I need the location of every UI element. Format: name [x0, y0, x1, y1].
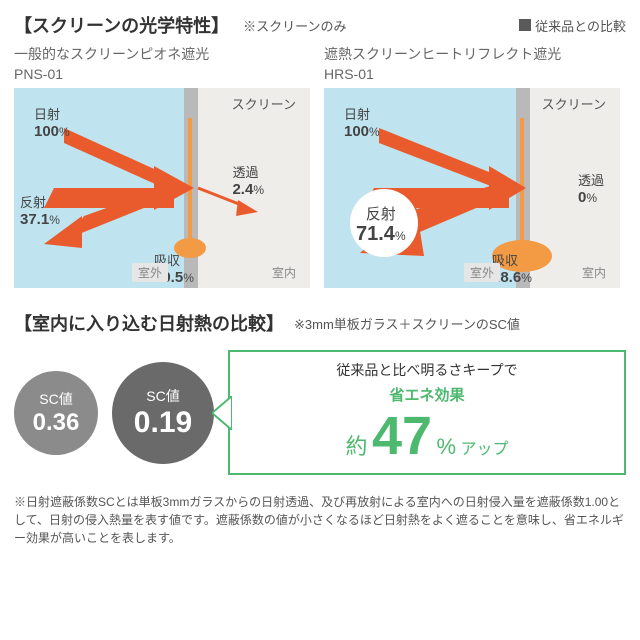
transmit-label: 透過: [578, 174, 604, 189]
solar-label: 日射: [344, 108, 380, 123]
solar-label: 日射: [34, 108, 70, 123]
footnote: ※日射遮蔽係数SCとは単板3mmガラスからの日射透過、及び再放射による室内への日…: [0, 485, 640, 547]
legend-text: 従来品との比較: [535, 16, 626, 35]
solar-val: 100: [34, 123, 59, 140]
optical-chart-1: スクリーン 日射 100% 反射 71.4% 透過 0% 吸収 28.6% 室外…: [324, 88, 620, 288]
transmit-pct: %: [586, 191, 597, 205]
promo-top: 従来品と比べ明るさキープで: [244, 360, 610, 380]
panels-row: 一般的なスクリーンピオネ遮光 PNS-01 スクリーン: [0, 44, 640, 288]
room-out: 室外: [132, 263, 168, 282]
sc-label: SC値: [146, 386, 179, 406]
promo-box: 従来品と比べ明るさキープで 省エネ効果 約 47 % アップ: [228, 350, 626, 475]
sc-value: 0.19: [134, 406, 192, 440]
absorb-pct: %: [521, 271, 532, 285]
screen-label: スクリーン: [232, 94, 296, 113]
panel-code: PNS-01: [14, 66, 310, 82]
reflect-val: 71.4: [356, 223, 395, 245]
panel-conventional: 一般的なスクリーンピオネ遮光 PNS-01 スクリーン: [14, 44, 310, 288]
panel-code: HRS-01: [324, 66, 620, 82]
promo-pct: %: [436, 434, 456, 459]
reflect-label: 反射: [356, 206, 406, 223]
transmit-val: 2.4: [232, 181, 253, 198]
optical-chart-0: スクリーン 日射 100% 反射 37.1% 透過 2.4% 吸収 60.5% …: [14, 88, 310, 288]
callout-triangle-icon: [212, 396, 232, 430]
legend-swatch: [519, 19, 531, 31]
sc-note: ※3mm単板ガラス＋スクリーンのSC値: [294, 314, 520, 333]
solar-pct: %: [369, 125, 380, 139]
room-in: 室内: [266, 263, 302, 282]
promo-up: アップ: [461, 441, 509, 458]
solar-pct: %: [59, 125, 70, 139]
absorb-pct: %: [183, 271, 194, 285]
reflect-pct: %: [49, 213, 60, 227]
sc-label: SC値: [39, 389, 72, 409]
room-out: 室外: [464, 263, 500, 282]
promo-number: 47: [372, 406, 432, 466]
promo-approx: 約: [345, 434, 367, 459]
panel-label: 一般的なスクリーンピオネ遮光: [14, 44, 310, 64]
optical-title: 【スクリーンの光学特性】: [14, 12, 229, 38]
sc-row: SC値 0.36 SC値 0.19 従来品と比べ明るさキープで 省エネ効果 約 …: [0, 336, 640, 485]
promo-tag: 省エネ効果: [244, 384, 610, 405]
screen-label: スクリーン: [542, 94, 606, 113]
reflect-val: 37.1: [20, 211, 49, 228]
reflect-pct: %: [395, 229, 406, 243]
sc-badge-0: SC値 0.36: [14, 371, 98, 455]
solar-val: 100: [344, 123, 369, 140]
sc-title: 【室内に入り込む日射熱の比較】: [14, 310, 284, 336]
optical-note: ※スクリーンのみ: [243, 16, 346, 35]
room-in: 室内: [576, 263, 612, 282]
panel-heat-reflect: 遮熱スクリーンヒートリフレクト遮光 HRS-01 スクリーン: [324, 44, 620, 288]
sc-badge-1: SC値 0.19: [112, 362, 214, 464]
panel-label: 遮熱スクリーンヒートリフレクト遮光: [324, 44, 620, 64]
transmit-label: 透過: [232, 166, 264, 181]
sc-value: 0.36: [33, 409, 80, 437]
transmit-pct: %: [253, 183, 264, 197]
reflect-label: 反射: [20, 196, 60, 211]
